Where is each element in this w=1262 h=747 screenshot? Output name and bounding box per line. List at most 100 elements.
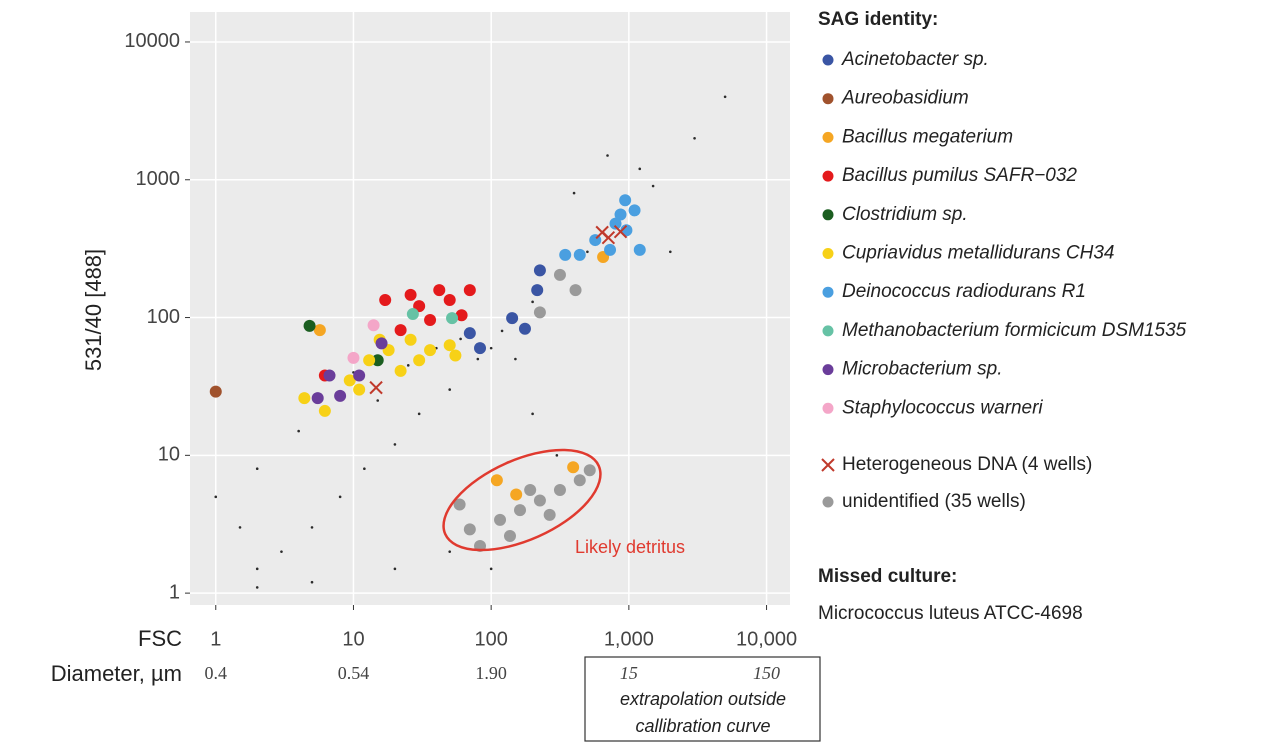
- detritus-ellipse: [442, 448, 602, 552]
- point: [379, 294, 392, 307]
- point: [553, 268, 566, 281]
- legend-title: SAG identity:: [818, 9, 938, 30]
- point: [573, 248, 586, 261]
- point: [489, 567, 493, 571]
- point: [313, 324, 326, 337]
- point: [476, 357, 480, 361]
- legend-label: Methanobacterium formicicum DSM1535: [842, 320, 1187, 341]
- legend-marker: [822, 131, 834, 143]
- y-tick-label: 1000: [136, 168, 181, 190]
- legend-marker: [822, 54, 834, 66]
- point: [559, 248, 572, 261]
- point: [638, 167, 642, 171]
- point: [604, 243, 617, 256]
- x-tick-label: 10,000: [736, 628, 797, 650]
- point: [572, 191, 576, 195]
- point: [363, 354, 376, 367]
- point: [443, 294, 456, 307]
- diameter-tick-label: 1.90: [475, 663, 507, 683]
- point: [613, 224, 628, 239]
- y-tick-label: 1: [169, 581, 180, 603]
- point: [424, 344, 437, 357]
- point: [310, 526, 314, 529]
- diameter-axis-label: Diameter, µm: [51, 661, 182, 686]
- point: [595, 225, 609, 240]
- point: [369, 380, 383, 395]
- plot-background: [190, 12, 790, 605]
- point: [433, 284, 446, 297]
- note: callibration curve: [635, 716, 770, 736]
- legend-label: Staphylococcus warneri: [842, 397, 1043, 418]
- point: [375, 337, 388, 350]
- point: [404, 288, 417, 301]
- point: [514, 504, 527, 517]
- x-axis-label: FSC: [138, 626, 182, 651]
- point: [569, 284, 582, 297]
- point: [463, 523, 476, 536]
- point: [531, 300, 534, 304]
- point: [367, 319, 380, 332]
- point: [238, 526, 242, 529]
- point: [510, 488, 523, 501]
- diameter-tick-label: 15: [620, 663, 638, 683]
- point: [323, 369, 336, 382]
- point: [413, 354, 426, 367]
- point: [297, 429, 300, 433]
- point: [524, 484, 537, 497]
- point: [628, 204, 641, 217]
- point: [543, 508, 556, 521]
- point: [463, 327, 476, 340]
- point: [494, 513, 507, 526]
- point: [334, 389, 347, 402]
- point: [393, 443, 397, 446]
- point: [338, 495, 342, 499]
- missed-title: Missed culture:: [818, 566, 957, 587]
- point: [503, 529, 516, 542]
- point: [606, 154, 609, 157]
- note: extrapolation outside: [620, 689, 786, 709]
- legend-marker: [822, 209, 834, 221]
- point: [459, 337, 462, 341]
- point: [448, 388, 452, 391]
- point: [633, 243, 646, 256]
- y-axis-label: 531/40 [488]: [81, 249, 106, 371]
- point: [583, 464, 596, 477]
- point: [533, 306, 546, 319]
- point: [489, 346, 493, 350]
- diameter-tick-label: 150: [753, 663, 780, 683]
- y-tick-label: 100: [147, 306, 180, 328]
- legend-marker: [822, 325, 834, 337]
- point: [363, 467, 366, 470]
- legend-label: Cupriavidus metallidurans CH34: [842, 243, 1114, 264]
- point: [533, 494, 546, 507]
- point: [453, 498, 466, 511]
- point: [446, 312, 459, 325]
- point: [449, 349, 462, 362]
- point: [533, 264, 546, 277]
- point: [573, 474, 586, 487]
- point: [376, 399, 380, 402]
- point: [531, 412, 534, 416]
- point: [417, 412, 421, 416]
- legend-label: Deinococcus radiodurans R1: [842, 281, 1086, 302]
- point: [209, 385, 222, 398]
- legend-marker: [822, 402, 834, 414]
- y-tick-label: 10000: [124, 30, 180, 52]
- point: [555, 454, 559, 457]
- point: [443, 339, 456, 352]
- point: [448, 550, 452, 553]
- point: [318, 404, 331, 417]
- point: [586, 250, 589, 254]
- point: [406, 308, 419, 321]
- point: [723, 95, 727, 99]
- diameter-tick-label: 0.54: [338, 663, 370, 683]
- point: [514, 357, 517, 361]
- point: [693, 136, 696, 140]
- extrapolation-box: [584, 656, 821, 742]
- x-tick-label: 10: [342, 628, 364, 650]
- legend-label: Clostridium sp.: [842, 204, 968, 225]
- legend-marker: [822, 496, 834, 508]
- point: [506, 312, 519, 325]
- point: [280, 550, 283, 553]
